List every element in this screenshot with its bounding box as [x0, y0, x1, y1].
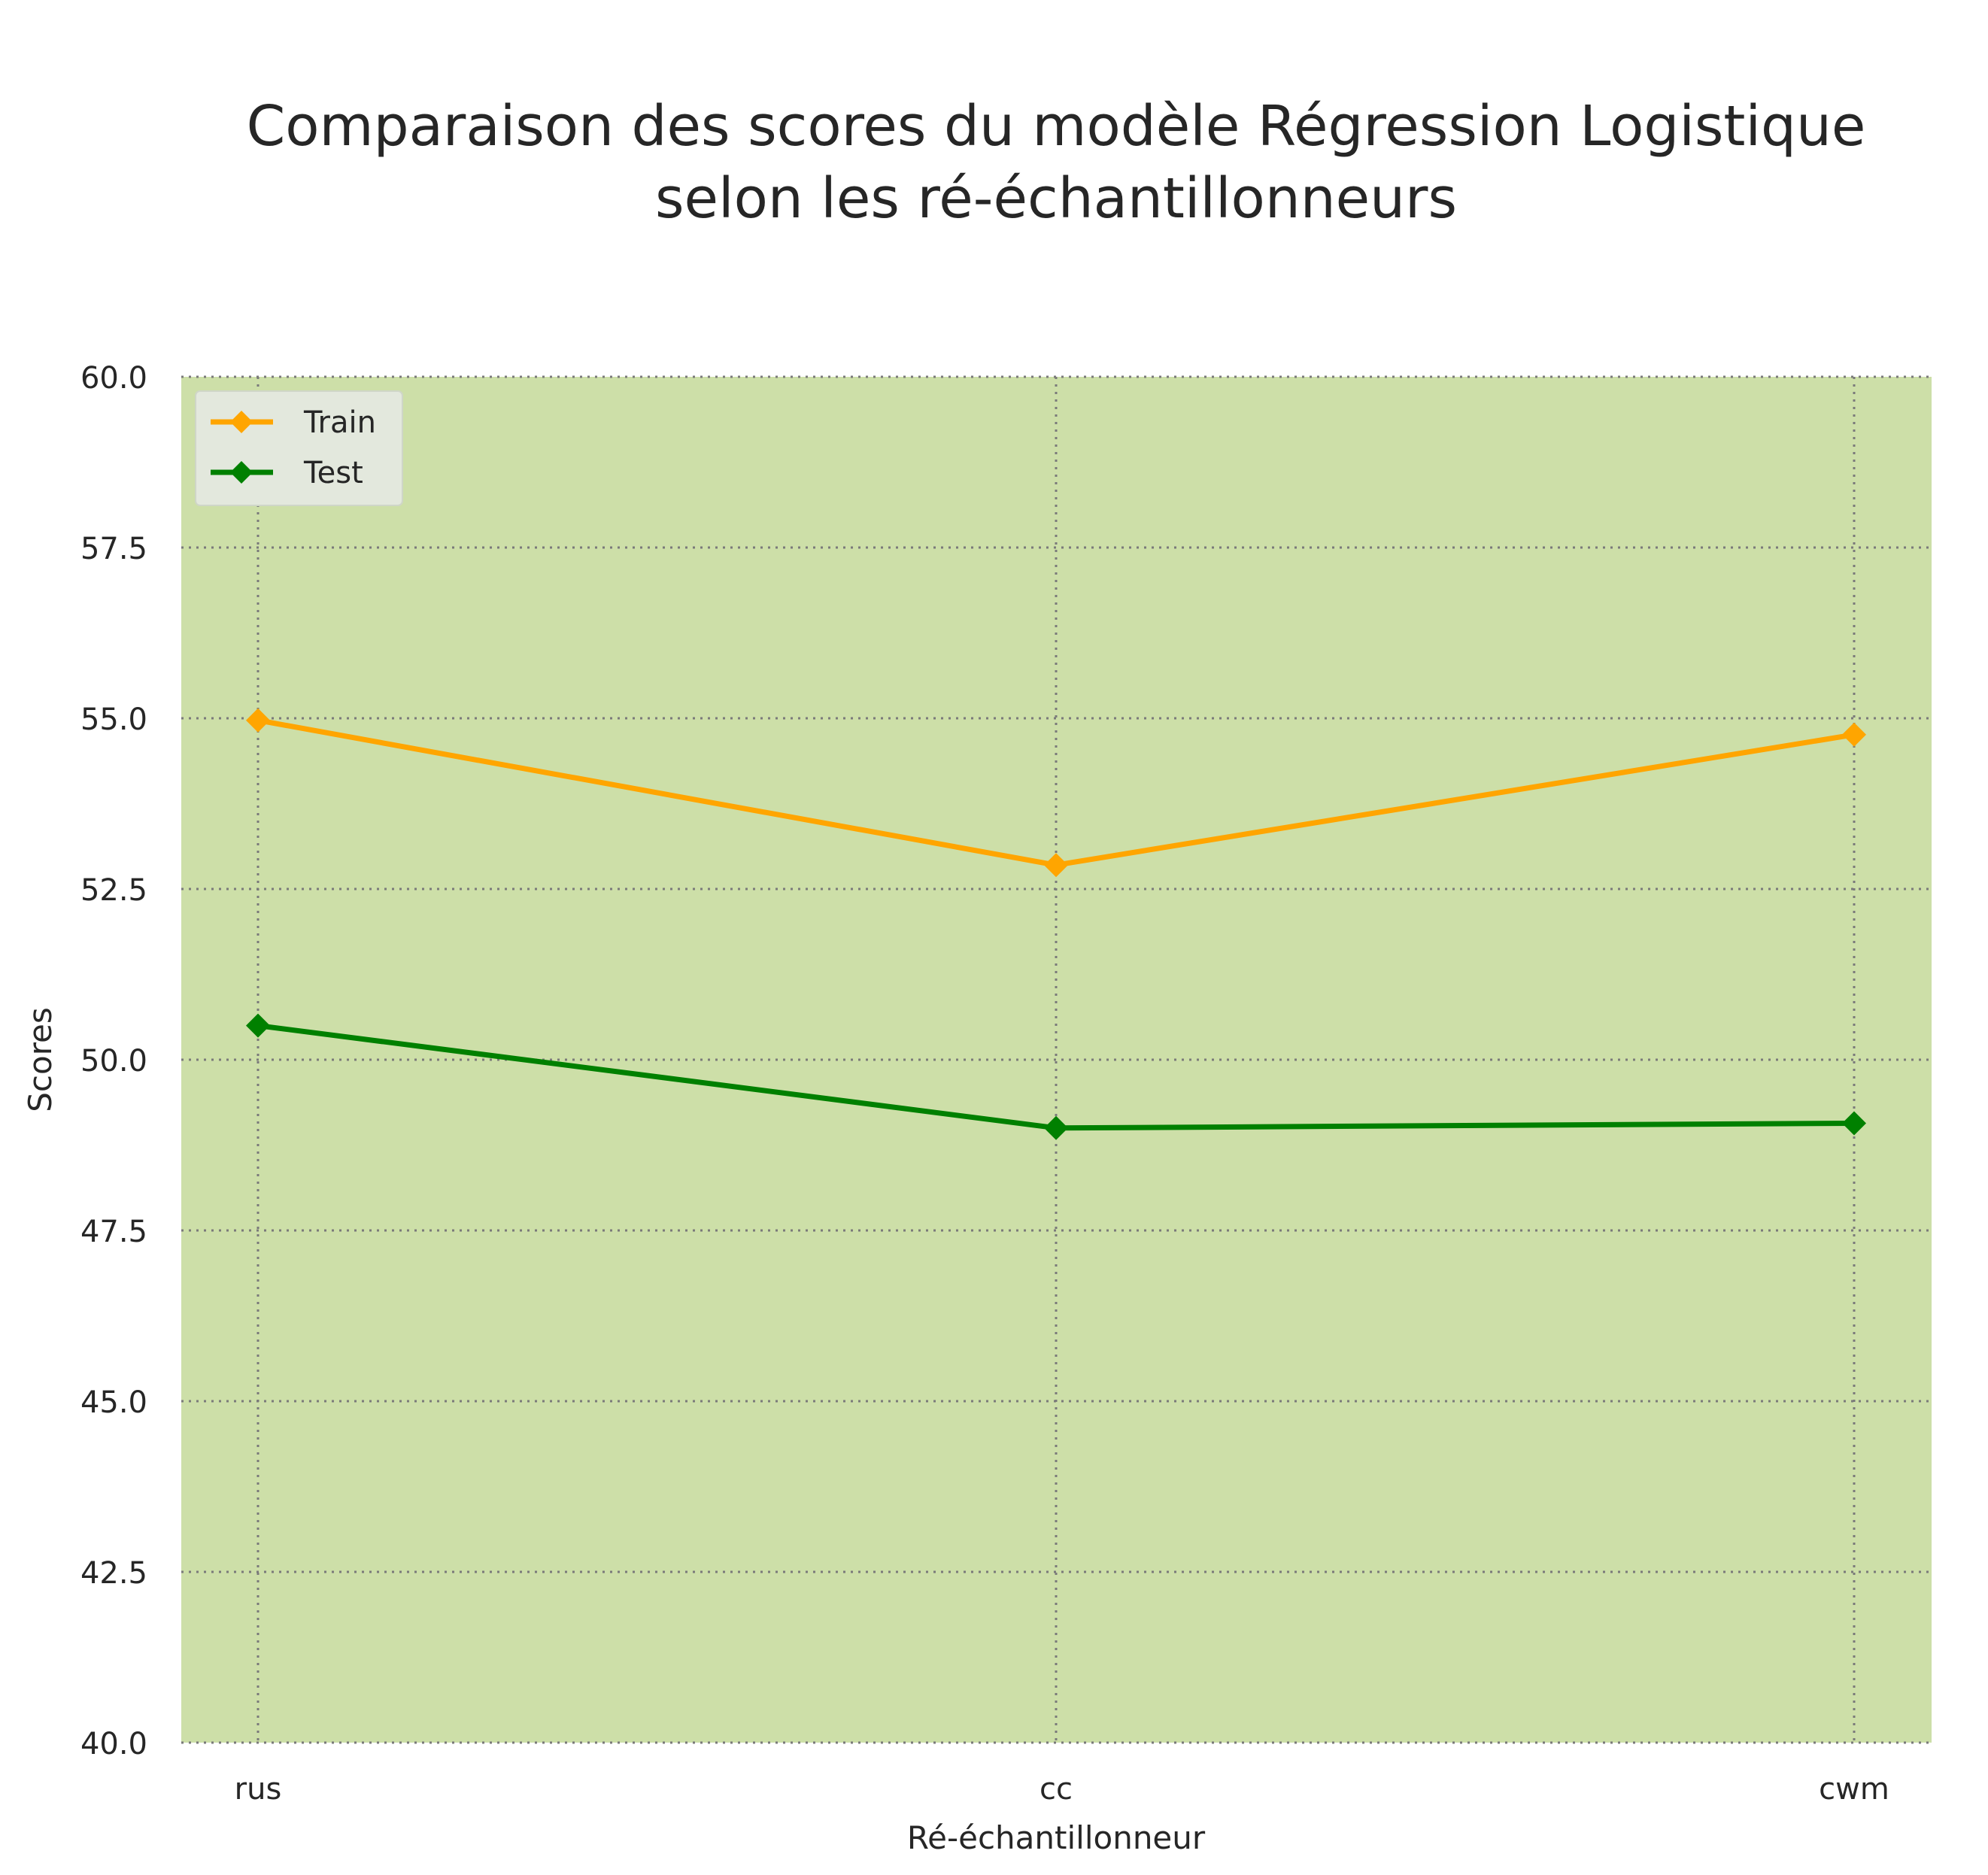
y-tick-label: 50.0: [80, 1044, 147, 1079]
chart-title-line: selon les ré-échantillonneurs: [655, 166, 1457, 231]
x-tick-label: cc: [1040, 1772, 1073, 1807]
x-axis-label: Ré-échantillonneur: [907, 1819, 1206, 1856]
x-axis-ticks: rus cc cwm: [235, 1772, 1889, 1807]
y-axis-ticks: 40.0 42.5 45.0 47.5 50.0 52.5 55.0 57.5 60.0: [80, 361, 147, 1761]
y-tick-label: 55.0: [80, 702, 147, 737]
y-tick-label: 52.5: [80, 873, 147, 908]
legend: Train Test: [195, 390, 403, 506]
legend-marker: [230, 461, 253, 484]
legend-label: Test: [303, 456, 363, 490]
y-tick-label: 45.0: [80, 1385, 147, 1420]
y-tick-label: 57.5: [80, 532, 147, 566]
y-tick-label: 47.5: [80, 1215, 147, 1249]
x-tick-label: rus: [235, 1772, 282, 1807]
y-tick-label: 40.0: [80, 1727, 147, 1761]
data-point-train: [246, 708, 270, 733]
x-tick-label: cwm: [1819, 1772, 1889, 1807]
legend-label: Train: [303, 405, 376, 440]
chart-title-line: Comparaison des scores du modèle Régress…: [247, 94, 1866, 159]
legend-marker: [230, 411, 253, 433]
data-point-train: [1044, 853, 1068, 878]
grid-lines: [181, 375, 1932, 1744]
series-group: [246, 708, 1866, 1140]
chart-title: Comparaison des scores du modèle Régress…: [247, 94, 1866, 231]
y-axis-label: Scores: [22, 1007, 59, 1112]
data-point-test: [1842, 1111, 1866, 1136]
y-tick-label: 42.5: [80, 1556, 147, 1591]
data-point-train: [1842, 722, 1866, 747]
y-tick-label: 60.0: [80, 361, 147, 396]
data-point-test: [246, 1013, 270, 1038]
data-point-test: [1044, 1115, 1068, 1140]
